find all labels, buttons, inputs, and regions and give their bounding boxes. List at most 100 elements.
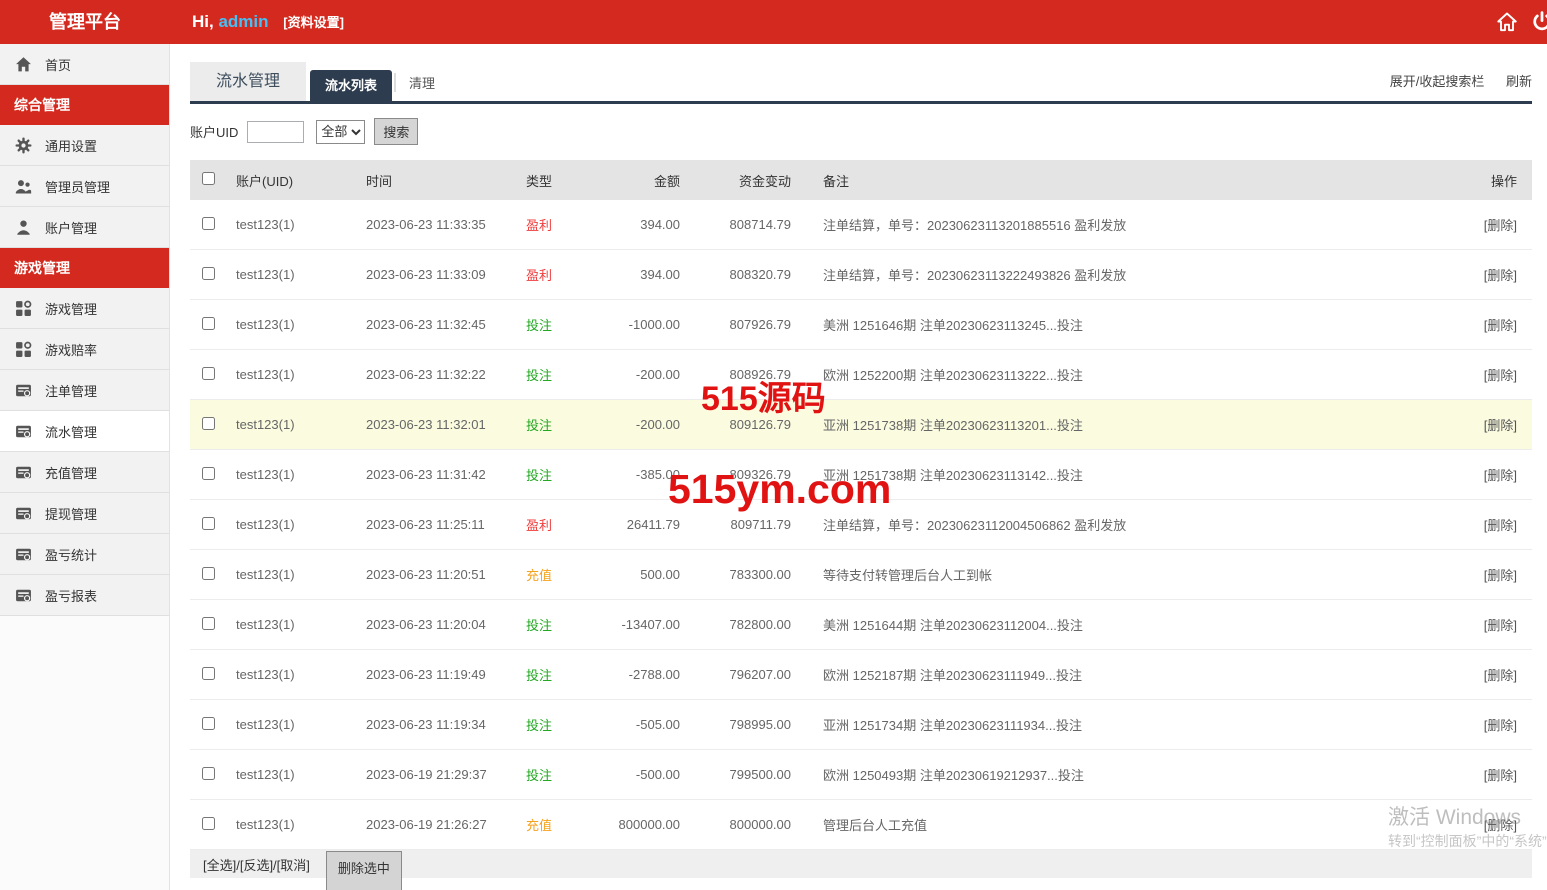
user-icon — [15, 219, 32, 236]
cell-type: 盈利 — [499, 215, 579, 234]
delete-link[interactable]: [删除] — [1484, 468, 1517, 483]
select-links[interactable]: [全选]/[反选]/[取消] — [203, 855, 310, 874]
row-checkbox[interactable] — [202, 667, 215, 680]
cell-remark: 亚洲 1251734期 注单20230623111934...投注 — [791, 715, 1458, 734]
tab-clean[interactable]: 清理 — [394, 73, 435, 92]
refresh-link[interactable]: 刷新 — [1506, 74, 1532, 89]
sidebar-item-12[interactable]: 盈亏统计 — [0, 534, 169, 575]
sidebar-item-3[interactable]: 管理员管理 — [0, 166, 169, 207]
cell-account: test123(1) — [236, 367, 366, 382]
delete-link[interactable]: [删除] — [1484, 618, 1517, 633]
sidebar-item-10[interactable]: 充值管理 — [0, 452, 169, 493]
cell-time: 2023-06-23 11:20:51 — [366, 567, 499, 582]
cell-time: 2023-06-19 21:29:37 — [366, 767, 499, 782]
cell-amount: -13407.00 — [579, 617, 680, 632]
sidebar-item-label: 流水管理 — [45, 422, 97, 441]
sidebar-item-4[interactable]: 账户管理 — [0, 207, 169, 248]
card-icon — [15, 546, 32, 563]
home-icon[interactable] — [1496, 11, 1518, 33]
table-row: test123(1) 2023-06-23 11:19:34 投注 -505.0… — [190, 700, 1532, 750]
cell-balance: 799500.00 — [680, 767, 791, 782]
cell-amount: 394.00 — [579, 267, 680, 282]
home-icon — [15, 56, 32, 73]
row-checkbox[interactable] — [202, 567, 215, 580]
delete-link[interactable]: [删除] — [1484, 718, 1517, 733]
card-icon — [15, 505, 32, 522]
power-icon[interactable] — [1531, 11, 1547, 33]
page-title-tab[interactable]: 流水管理 — [190, 62, 306, 101]
delete-link[interactable]: [删除] — [1484, 418, 1517, 433]
cell-account: test123(1) — [236, 667, 366, 682]
delete-link[interactable]: [删除] — [1484, 268, 1517, 283]
cell-balance: 783300.00 — [680, 567, 791, 582]
delete-link[interactable]: [删除] — [1484, 218, 1517, 233]
cell-type: 投注 — [499, 765, 579, 784]
sidebar-item-7[interactable]: 游戏赔率 — [0, 329, 169, 370]
sidebar-item-8[interactable]: 注单管理 — [0, 370, 169, 411]
select-all-checkbox[interactable] — [202, 172, 215, 185]
cell-remark: 亚洲 1251738期 注单20230623113201...投注 — [791, 415, 1458, 434]
header-time: 时间 — [366, 171, 499, 190]
row-checkbox[interactable] — [202, 717, 215, 730]
table-row: test123(1) 2023-06-23 11:20:51 充值 500.00… — [190, 550, 1532, 600]
search-button[interactable]: 搜索 — [374, 118, 418, 145]
delete-link[interactable]: [删除] — [1484, 368, 1517, 383]
delete-selected-button[interactable]: 删除选中 — [326, 851, 402, 890]
cell-account: test123(1) — [236, 417, 366, 432]
row-checkbox[interactable] — [202, 217, 215, 230]
cell-time: 2023-06-23 11:33:09 — [366, 267, 499, 282]
toolbar-links: 展开/收起搜索栏 刷新 — [1390, 71, 1532, 90]
cell-time: 2023-06-23 11:32:01 — [366, 417, 499, 432]
cell-account: test123(1) — [236, 817, 366, 832]
header-amount: 金额 — [579, 171, 680, 190]
row-checkbox[interactable] — [202, 417, 215, 430]
cell-remark: 美洲 1251644期 注单20230623112004...投注 — [791, 615, 1458, 634]
sidebar-item-11[interactable]: 提现管理 — [0, 493, 169, 534]
row-checkbox[interactable] — [202, 367, 215, 380]
card-icon — [15, 423, 32, 440]
cell-remark: 欧洲 1252200期 注单20230623113222...投注 — [791, 365, 1458, 384]
table-row: test123(1) 2023-06-23 11:19:49 投注 -2788.… — [190, 650, 1532, 700]
row-checkbox[interactable] — [202, 467, 215, 480]
type-filter-select[interactable]: 全部 — [316, 120, 365, 144]
header-remark: 备注 — [791, 171, 1458, 190]
delete-link[interactable]: [删除] — [1484, 568, 1517, 583]
sidebar-item-9[interactable]: 流水管理 — [0, 411, 169, 452]
card-icon — [15, 464, 32, 481]
cell-remark: 管理后台人工充值 — [791, 815, 1458, 834]
uid-input[interactable] — [247, 121, 304, 143]
sidebar: 首页 综合管理 通用设置 管理员管理 账户管理 游戏管理 游戏管理 游戏赔率 注… — [0, 44, 170, 890]
sidebar-item-6[interactable]: 游戏管理 — [0, 288, 169, 329]
cell-balance: 809126.79 — [680, 417, 791, 432]
table-header-row: 账户(UID) 时间 类型 金额 资金变动 备注 操作 — [190, 160, 1532, 200]
sidebar-item-label: 账户管理 — [45, 218, 97, 237]
delete-link[interactable]: [删除] — [1484, 668, 1517, 683]
table-footer: [全选]/[反选]/[取消] 删除选中 — [190, 850, 1532, 878]
sidebar-item-13[interactable]: 盈亏报表 — [0, 575, 169, 616]
cell-account: test123(1) — [236, 467, 366, 482]
grid-icon — [15, 300, 32, 317]
table-row: test123(1) 2023-06-23 11:25:11 盈利 26411.… — [190, 500, 1532, 550]
tab-flow-list[interactable]: 流水列表 — [310, 70, 392, 101]
cell-type: 投注 — [499, 615, 579, 634]
sidebar-section-header: 综合管理 — [0, 85, 169, 125]
table-row: test123(1) 2023-06-19 21:26:27 充值 800000… — [190, 800, 1532, 850]
cell-amount: 394.00 — [579, 217, 680, 232]
row-checkbox[interactable] — [202, 767, 215, 780]
sidebar-item-2[interactable]: 通用设置 — [0, 125, 169, 166]
row-checkbox[interactable] — [202, 267, 215, 280]
row-checkbox[interactable] — [202, 517, 215, 530]
row-checkbox[interactable] — [202, 617, 215, 630]
delete-link[interactable]: [删除] — [1484, 518, 1517, 533]
cell-amount: -505.00 — [579, 717, 680, 732]
toggle-search-link[interactable]: 展开/收起搜索栏 — [1390, 74, 1485, 89]
delete-link[interactable]: [删除] — [1484, 768, 1517, 783]
table-row: test123(1) 2023-06-23 11:32:45 投注 -1000.… — [190, 300, 1532, 350]
row-checkbox[interactable] — [202, 317, 215, 330]
sidebar-item-0[interactable]: 首页 — [0, 44, 169, 85]
delete-link[interactable]: [删除] — [1484, 318, 1517, 333]
row-checkbox[interactable] — [202, 817, 215, 830]
delete-link[interactable]: [删除] — [1484, 818, 1517, 833]
cell-amount: 26411.79 — [579, 517, 680, 532]
profile-settings-link[interactable]: [资料设置] — [283, 15, 344, 30]
